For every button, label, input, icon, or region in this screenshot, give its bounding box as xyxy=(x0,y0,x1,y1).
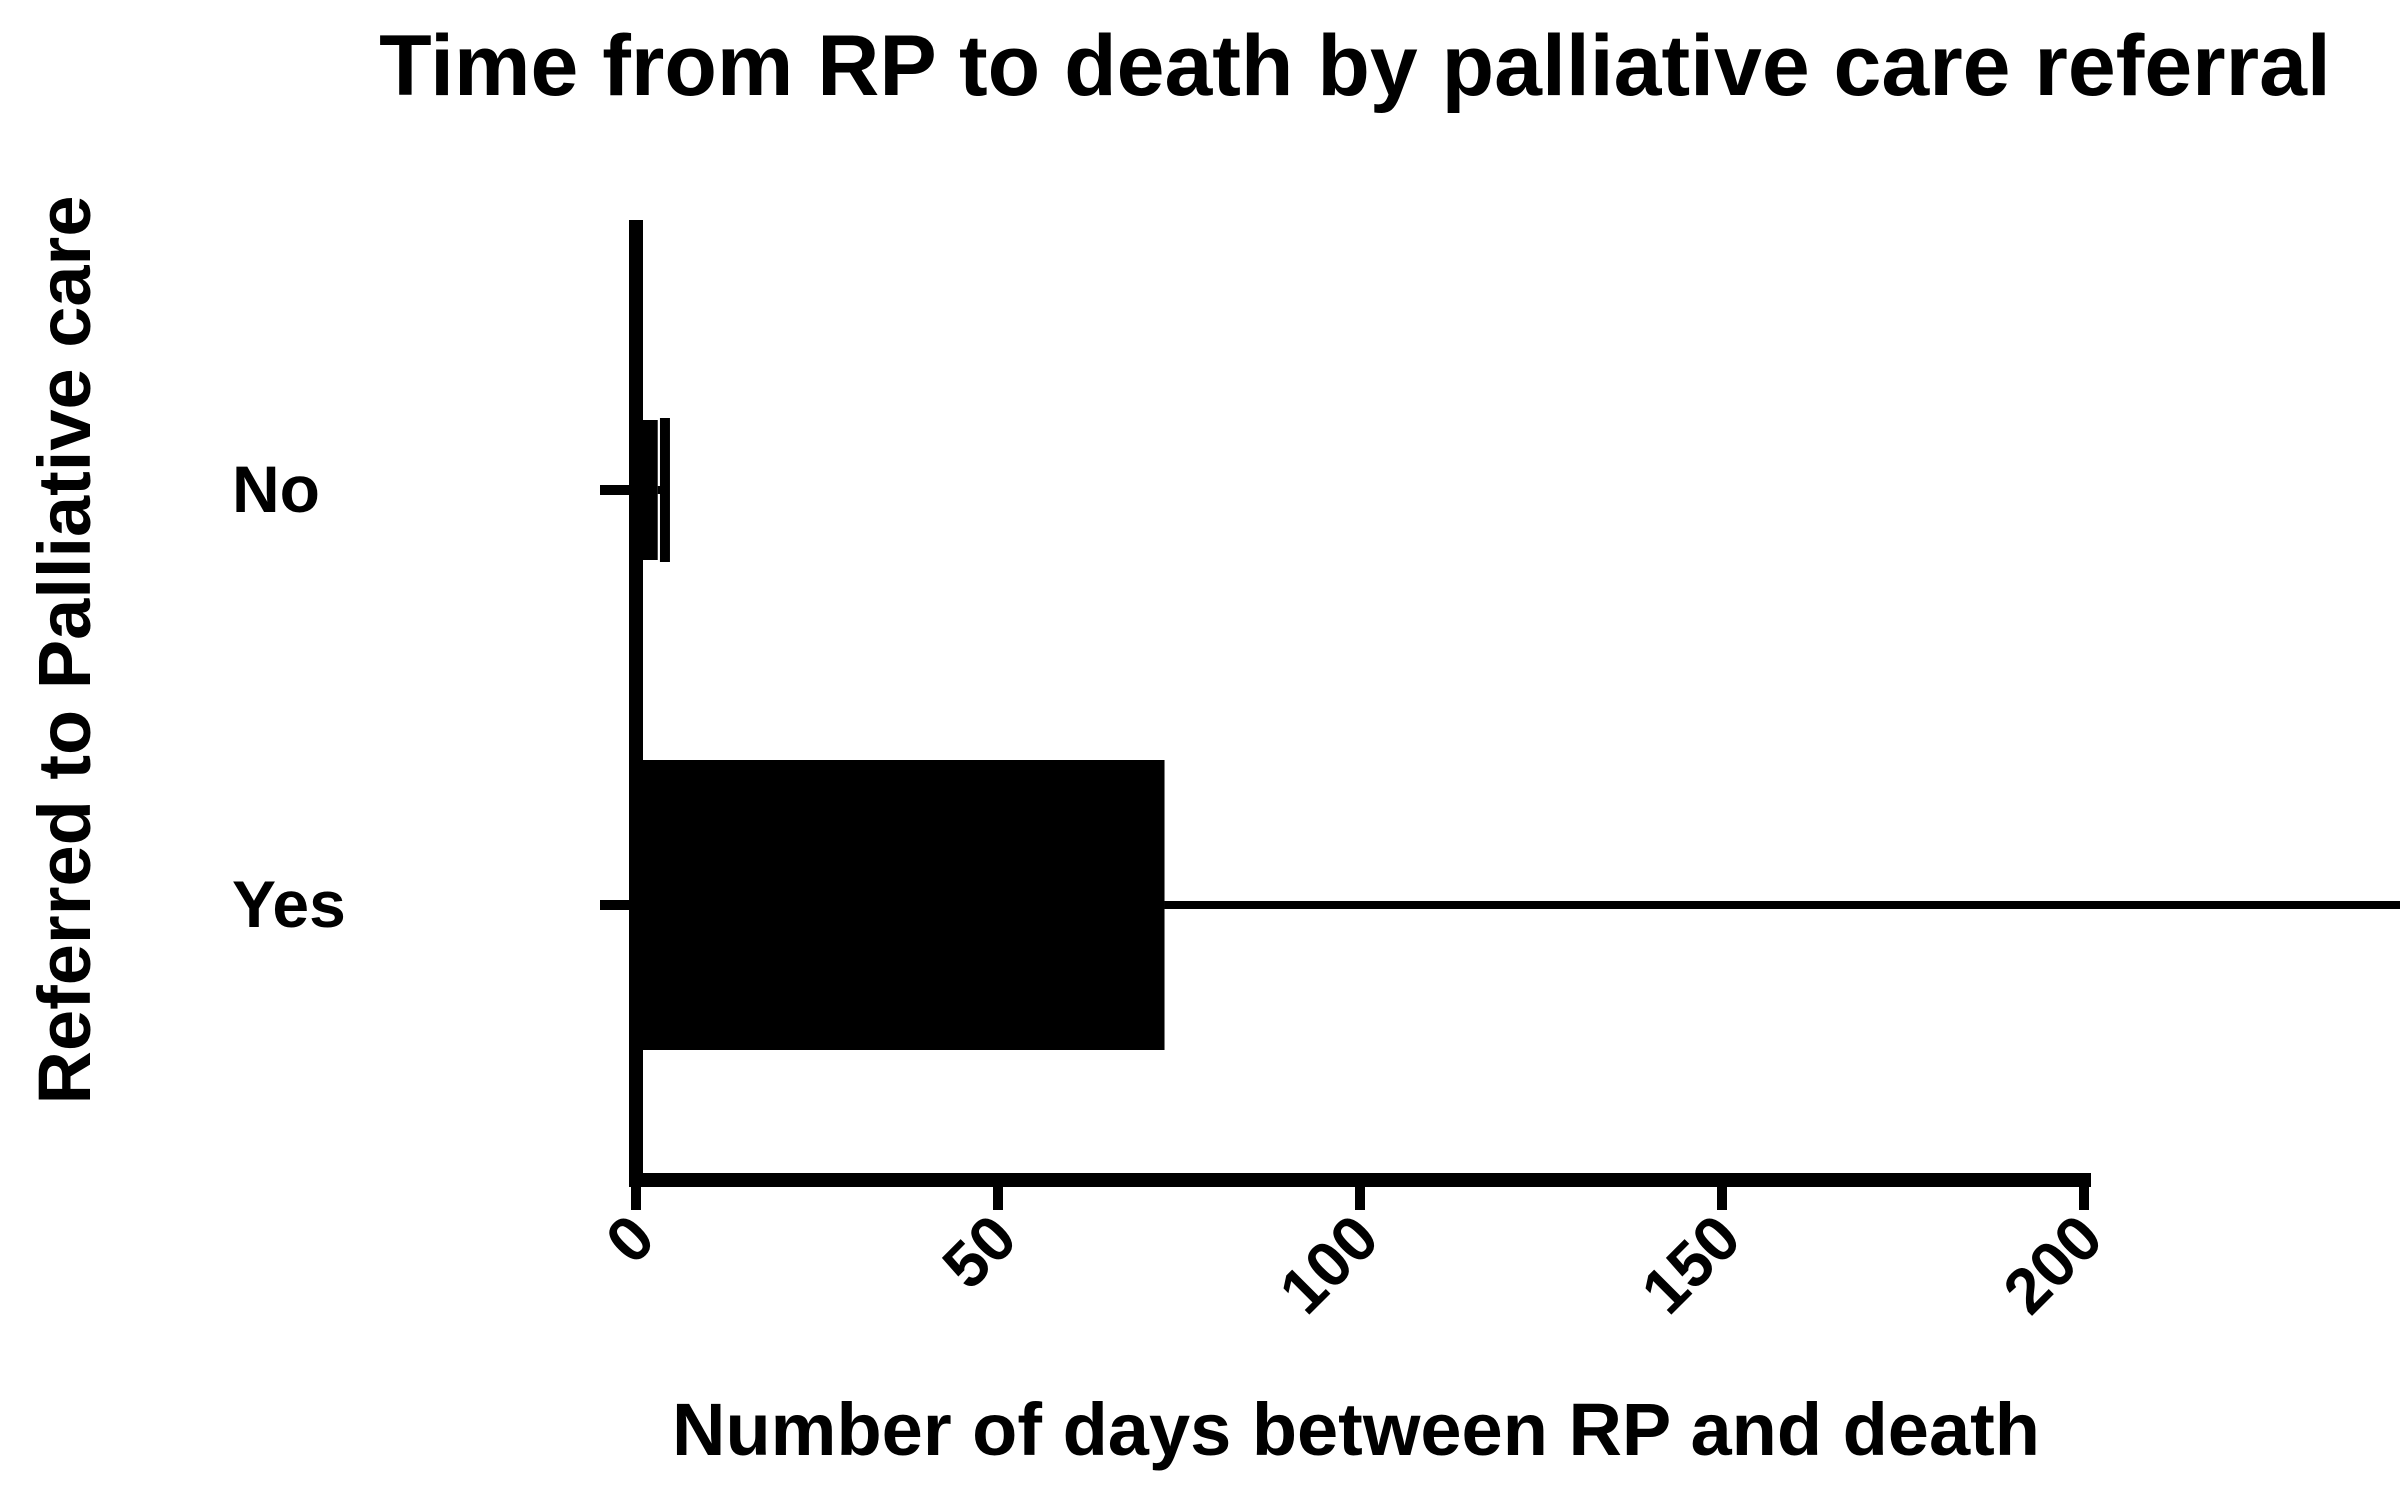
x-axis-label: Number of days between RP and death xyxy=(672,1388,2040,1471)
y-tick-label: Yes xyxy=(232,867,346,941)
x-tick-label: 150 xyxy=(1627,1201,1753,1327)
x-tick-label: 0 xyxy=(592,1201,668,1277)
plot-area: 0 50 100 150 200 No Yes xyxy=(232,220,2400,1327)
x-tick-label: 100 xyxy=(1265,1201,1391,1327)
x-tick-label: 200 xyxy=(1989,1201,2115,1327)
chart-title: Time from RP to death by palliative care… xyxy=(379,18,2331,114)
y-tick-label: No xyxy=(232,452,320,526)
bar xyxy=(636,760,1165,1050)
bar xyxy=(636,420,658,560)
y-axis-label: Referred to Palliative care xyxy=(23,196,106,1105)
x-tick-label: 50 xyxy=(929,1201,1030,1302)
